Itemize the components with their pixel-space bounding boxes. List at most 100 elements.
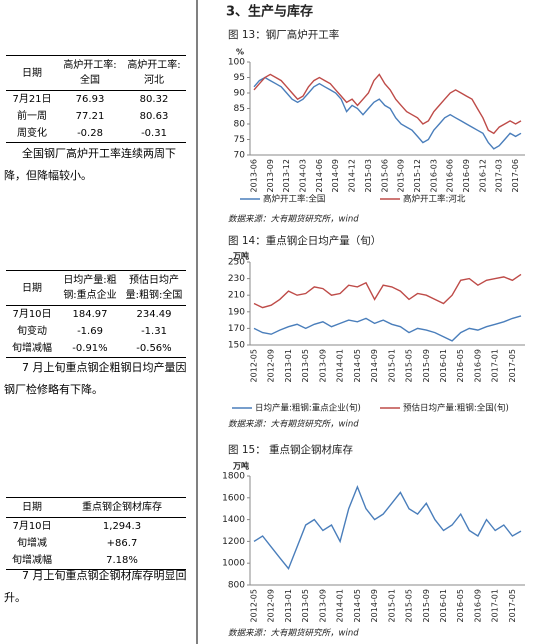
header-cell: 日均产量:粗钢:重点企业 — [58, 270, 122, 306]
x-tick-label: 2016-09 — [473, 589, 482, 622]
table-row: 7月10日 184.97 234.49 — [6, 306, 186, 324]
x-tick-label: 2016-09 — [462, 159, 471, 192]
y-tick-label: 75 — [234, 135, 245, 145]
data-table: 日期 日均产量:粗钢:重点企业 预估日均产量:粗钢:全国 7月10日 184.97 234… — [6, 270, 186, 358]
table-cell: 1,294.3 — [102, 521, 142, 532]
table-cell: 7月10日 — [12, 309, 52, 320]
x-tick-label: 2016-01 — [439, 589, 448, 622]
table-cell: -0.56% — [136, 343, 172, 354]
table-cell: 旬增减幅 — [12, 343, 52, 354]
x-tick-label: 2014-09 — [331, 159, 340, 192]
header-cell: 预估日均产量:粗钢:全国 — [122, 270, 186, 306]
unit-label: 万吨 — [232, 251, 249, 261]
table-cell: 旬变动 — [17, 326, 47, 337]
x-tick-label: 2016-01 — [439, 349, 448, 382]
header-cell: 高炉开工率:全国 — [58, 55, 122, 91]
x-tick-label: 2012-09 — [267, 589, 276, 622]
unit-label: 万吨 — [232, 461, 249, 471]
table-cell: 80.63 — [139, 111, 169, 122]
x-tick-label: 2015-06 — [380, 159, 389, 192]
y-tick-label: 170 — [228, 324, 245, 334]
table-cell: 旬增减 — [17, 538, 47, 549]
table-row: 旬变动 -1.69 -1.31 — [6, 323, 186, 340]
table-cell: 7.18% — [106, 555, 138, 566]
x-tick-label: 2015-05 — [405, 589, 414, 622]
y-tick-label: 85 — [234, 104, 245, 114]
data-line — [253, 273, 522, 309]
data-line — [253, 485, 522, 570]
section-title: 3、生产与库存 — [226, 4, 313, 20]
legend-label: 高炉开工率:河北 — [403, 194, 466, 205]
header-cell: 日期 — [6, 497, 58, 518]
x-tick-label: 2014-09 — [370, 589, 379, 622]
x-tick-label: 2016-05 — [456, 349, 465, 382]
table-cell: 旬增减幅 — [12, 555, 52, 566]
x-tick-label: 2017-01 — [491, 589, 500, 622]
header-row: 日期 高炉开工率:全国 高炉开工率:河北 — [6, 55, 186, 91]
y-tick-label: 80 — [234, 120, 246, 130]
x-tick-label: 2013-01 — [284, 589, 293, 622]
x-tick-label: 2015-03 — [364, 159, 373, 192]
x-tick-label: 2017-06 — [511, 159, 520, 192]
unit-label: % — [236, 48, 244, 57]
x-tick-label: 2012-05 — [250, 589, 259, 622]
legend-label: 高炉开工率:全国 — [263, 194, 325, 205]
data-line — [253, 73, 522, 135]
table-cell: 76.93 — [75, 94, 105, 105]
x-tick-label: 2013-06 — [250, 159, 259, 192]
figure-caption: 图 14：重点钢企日均产量（旬） — [228, 234, 381, 247]
table-cell: 7月21日 — [12, 94, 52, 105]
source-note: 数据来源：大有期货研究所，wind — [228, 628, 359, 639]
x-tick-label: 2017-03 — [495, 159, 504, 192]
table-cell: -0.91% — [72, 343, 108, 354]
y-tick-label: 95 — [234, 73, 245, 83]
y-tick-label: 100 — [228, 58, 245, 68]
x-tick-label: 2015-09 — [422, 349, 431, 382]
y-tick-label: 1600 — [222, 493, 245, 503]
x-tick-label: 2014-12 — [348, 159, 357, 192]
header-cell: 高炉开工率:河北 — [122, 55, 186, 91]
source-note: 数据来源：大有期货研究所，wind — [228, 419, 359, 430]
table-cell: 184.97 — [72, 309, 108, 320]
y-tick-label: 210 — [228, 291, 245, 301]
x-tick-label: 2013-09 — [318, 589, 327, 622]
x-tick-label: 2013-01 — [284, 349, 293, 382]
x-tick-label: 2012-05 — [250, 349, 259, 382]
table-row: 7月10日 1,294.3 — [6, 518, 186, 536]
x-tick-label: 2014-05 — [353, 349, 362, 382]
y-tick-label: 230 — [228, 274, 245, 284]
note: 7 月上旬重点钢企钢材库存明显回升。 — [4, 569, 187, 604]
x-tick-label: 2017-05 — [508, 589, 517, 622]
y-tick-label: 150 — [228, 341, 245, 351]
y-tick-label: 190 — [228, 307, 245, 317]
y-tick-label: 1200 — [222, 537, 245, 547]
y-tick-label: 70 — [234, 151, 246, 161]
y-tick-label: 1400 — [222, 515, 245, 525]
table-cell: 80.32 — [139, 94, 169, 105]
figure-caption: 图 15： 重点钢企钢材库存 — [228, 443, 354, 456]
x-tick-label: 2015-09 — [397, 159, 406, 192]
x-tick-label: 2016-12 — [478, 159, 487, 192]
table-cell: 7月10日 — [12, 521, 52, 532]
y-tick-label: 1800 — [222, 472, 245, 482]
note: 7 月上旬重点钢企粗钢日均产量因钢厂检修略有下降。 — [4, 361, 187, 396]
y-tick-label: 800 — [228, 581, 245, 591]
table-cell: 234.49 — [136, 309, 172, 320]
data-line — [253, 76, 522, 150]
header-cell: 日期 — [6, 270, 58, 306]
x-tick-label: 2017-01 — [491, 349, 500, 382]
table-cell: 周变化 — [17, 128, 47, 139]
x-tick-label: 2015-12 — [413, 159, 422, 192]
legend-label: 预估日均产量:粗钢:全国(旬) — [403, 403, 509, 414]
x-tick-label: 2016-05 — [456, 589, 465, 622]
table-cell: -1.69 — [77, 326, 103, 337]
table-cell: -0.31 — [141, 128, 167, 139]
x-tick-label: 2017-05 — [508, 349, 517, 382]
table-row: 7月21日 76.93 80.32 — [6, 91, 186, 109]
x-tick-label: 2014-05 — [353, 589, 362, 622]
table-row: 周变化 -0.28 -0.31 — [6, 125, 186, 143]
x-tick-label: 2013-09 — [266, 159, 275, 192]
table-row: 旬增减幅 7.18% — [6, 552, 186, 570]
